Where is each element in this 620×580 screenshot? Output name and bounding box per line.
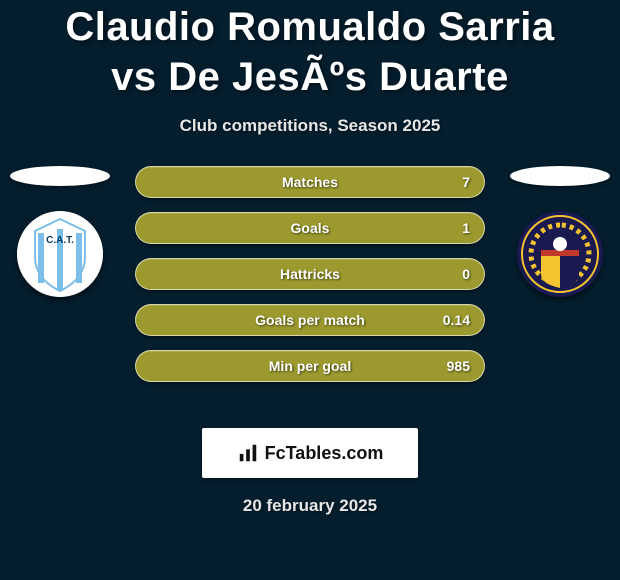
stat-right-value: 0 [462, 266, 470, 282]
stat-row: Min per goal 985 [135, 350, 485, 382]
stat-row: Hattricks 0 [135, 258, 485, 290]
right-name-bar [510, 166, 610, 186]
stat-row: Matches 7 [135, 166, 485, 198]
stats-list: Matches 7 Goals 1 Hattricks 0 Goals per … [135, 166, 485, 382]
stat-label: Goals [291, 220, 330, 236]
stat-label: Min per goal [269, 358, 351, 374]
stat-right-value: 1 [462, 220, 470, 236]
stat-row: Goals per match 0.14 [135, 304, 485, 336]
subtitle: Club competitions, Season 2025 [0, 116, 620, 136]
stat-right-value: 985 [447, 358, 470, 374]
stat-right-value: 0.14 [443, 312, 470, 328]
left-name-bar [10, 166, 110, 186]
stat-label: Hattricks [280, 266, 340, 282]
comparison-area: C.A.T. Matches 7 [0, 166, 620, 406]
stat-label: Matches [282, 174, 338, 190]
stat-label: Goals per match [255, 312, 365, 328]
left-club-crest: C.A.T. [17, 211, 103, 297]
svg-text:C.A.T.: C.A.T. [46, 235, 74, 246]
stat-row: Goals 1 [135, 212, 485, 244]
crest-right-svg [517, 211, 603, 297]
branding-text: FcTables.com [265, 443, 384, 464]
right-player-column [510, 166, 610, 297]
stat-right-value: 7 [462, 174, 470, 190]
right-club-crest [517, 211, 603, 297]
bar-chart-icon [237, 442, 259, 464]
branding-badge: FcTables.com [202, 428, 418, 478]
page-title: Claudio Romualdo Sarria vs De JesÃºs Dua… [0, 0, 620, 102]
crest-left-svg: C.A.T. [17, 211, 103, 297]
left-player-column: C.A.T. [10, 166, 110, 297]
date-label: 20 february 2025 [0, 496, 620, 516]
